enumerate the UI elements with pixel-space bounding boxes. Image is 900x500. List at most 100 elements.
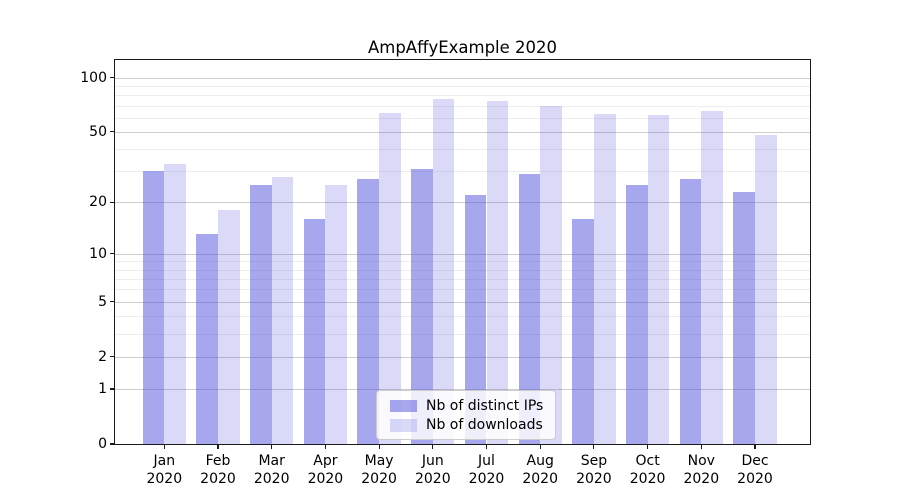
bar-downloads-jul bbox=[486, 101, 509, 444]
x-tick-label-jun: Jun 2020 bbox=[406, 452, 460, 488]
x-tick-mark bbox=[539, 444, 541, 450]
x-tick-label-month: May bbox=[364, 453, 394, 469]
bar-downloads-feb bbox=[218, 210, 240, 444]
minor-gridline bbox=[115, 171, 810, 173]
x-tick-label-month: Nov bbox=[687, 453, 715, 469]
plot-area bbox=[115, 60, 810, 444]
x-tick-label-year: 2020 bbox=[629, 471, 666, 487]
y-tick-mark bbox=[109, 388, 114, 390]
bar-distinct-ips-nov bbox=[679, 179, 702, 444]
x-tick-label-year: 2020 bbox=[576, 471, 612, 487]
x-tick-label-year: 2020 bbox=[468, 471, 505, 487]
x-tick-label-year: 2020 bbox=[146, 471, 183, 487]
y-tick-label-100: 100 bbox=[80, 69, 107, 86]
x-tick-mark bbox=[432, 444, 434, 450]
y-tick-label-5: 5 bbox=[98, 293, 107, 310]
x-tick-mark bbox=[593, 444, 595, 450]
x-tick-label-mar: Mar 2020 bbox=[245, 452, 299, 488]
bar-distinct-ips-jan bbox=[142, 171, 165, 444]
legend-item-distinct-ips: Nb of distinct IPs bbox=[377, 396, 555, 416]
y-tick-mark bbox=[109, 443, 114, 445]
x-tick-label-month: Aug bbox=[526, 453, 554, 469]
bar-downloads-may bbox=[379, 112, 401, 444]
x-tick-label-month: Apr bbox=[313, 453, 338, 469]
x-tick-label-year: 2020 bbox=[361, 471, 397, 487]
y-tick-label-10: 10 bbox=[89, 245, 107, 262]
x-tick-label-year: 2020 bbox=[414, 471, 451, 487]
minor-gridline bbox=[115, 85, 810, 87]
major-gridline bbox=[115, 301, 810, 303]
x-tick-label-month: Jul bbox=[478, 453, 495, 469]
y-tick-label-2: 2 bbox=[98, 348, 107, 365]
y-tick-label-50: 50 bbox=[89, 123, 107, 140]
x-tick-mark bbox=[271, 444, 273, 450]
minor-gridline bbox=[115, 333, 810, 335]
bar-distinct-ips-aug bbox=[518, 173, 541, 444]
x-tick-mark bbox=[217, 444, 219, 450]
x-tick-label-apr: Apr 2020 bbox=[298, 452, 352, 488]
y-tick-mark bbox=[109, 356, 114, 358]
bar-downloads-jan bbox=[164, 164, 186, 444]
x-tick-label-month: Sep bbox=[580, 453, 608, 469]
bar-downloads-nov bbox=[701, 111, 723, 444]
bar-distinct-ips-oct bbox=[625, 185, 648, 444]
x-tick-label-year: 2020 bbox=[253, 471, 290, 487]
x-tick-label-month: Jan bbox=[153, 453, 176, 469]
x-tick-label-year: 2020 bbox=[307, 471, 344, 487]
x-tick-label-nov: Nov 2020 bbox=[674, 452, 728, 488]
bar-downloads-sep bbox=[593, 113, 616, 444]
x-tick-label-dec: Dec 2020 bbox=[728, 452, 782, 488]
bar-distinct-ips-jul bbox=[464, 195, 487, 444]
y-tick-mark bbox=[109, 201, 114, 203]
minor-gridline bbox=[115, 95, 810, 97]
x-tick-mark bbox=[163, 444, 165, 450]
y-tick-mark bbox=[109, 76, 114, 79]
x-tick-mark bbox=[700, 444, 702, 450]
x-tick-mark bbox=[647, 444, 649, 450]
bar-downloads-apr bbox=[325, 185, 348, 444]
bar-distinct-ips-feb bbox=[196, 234, 218, 444]
bar-downloads-aug bbox=[540, 105, 562, 444]
minor-gridline bbox=[115, 269, 810, 271]
y-tick-label-1: 1 bbox=[98, 380, 107, 397]
bar-distinct-ips-may bbox=[357, 179, 380, 444]
legend-swatch-downloads bbox=[390, 419, 417, 432]
bar-distinct-ips-dec bbox=[733, 191, 755, 444]
x-tick-mark bbox=[485, 444, 488, 450]
bar-downloads-dec bbox=[755, 135, 777, 444]
legend-label-distinct-ips: Nb of distinct IPs bbox=[426, 397, 544, 414]
minor-gridline bbox=[115, 316, 810, 318]
x-tick-label-aug: Aug 2020 bbox=[513, 452, 567, 488]
bar-downloads-jun bbox=[432, 99, 455, 444]
major-gridline bbox=[115, 131, 810, 133]
minor-gridline bbox=[115, 289, 810, 291]
y-tick-mark bbox=[109, 131, 114, 133]
bar-distinct-ips-apr bbox=[303, 219, 326, 444]
x-tick-mark bbox=[324, 444, 326, 450]
bar-downloads-oct bbox=[647, 115, 670, 444]
x-tick-label-oct: Oct 2020 bbox=[621, 452, 675, 488]
x-tick-label-year: 2020 bbox=[200, 471, 236, 487]
x-tick-label-may: May 2020 bbox=[352, 452, 406, 488]
minor-gridline bbox=[115, 278, 810, 280]
x-tick-label-year: 2020 bbox=[683, 471, 720, 487]
minor-gridline bbox=[115, 261, 810, 263]
minor-gridline bbox=[115, 149, 810, 151]
x-tick-label-month: Jun bbox=[421, 453, 444, 469]
legend: Nb of distinct IPs Nb of downloads bbox=[376, 390, 556, 440]
x-tick-label-jan: Jan 2020 bbox=[137, 452, 191, 488]
bar-distinct-ips-jun bbox=[411, 168, 433, 444]
major-gridline bbox=[115, 202, 810, 204]
x-tick-label-month: Feb bbox=[205, 453, 231, 469]
y-tick-label-0: 0 bbox=[98, 436, 107, 452]
x-tick-label-year: 2020 bbox=[737, 471, 773, 487]
bar-distinct-ips-mar bbox=[250, 185, 272, 444]
minor-gridline bbox=[115, 117, 810, 119]
legend-swatch-distinct-ips bbox=[390, 399, 417, 412]
x-tick-label-jul: Jul 2020 bbox=[460, 452, 514, 488]
x-tick-label-year: 2020 bbox=[522, 471, 558, 487]
x-tick-label-month: Mar bbox=[258, 453, 285, 469]
major-gridline bbox=[115, 253, 810, 255]
major-gridline bbox=[115, 356, 810, 358]
